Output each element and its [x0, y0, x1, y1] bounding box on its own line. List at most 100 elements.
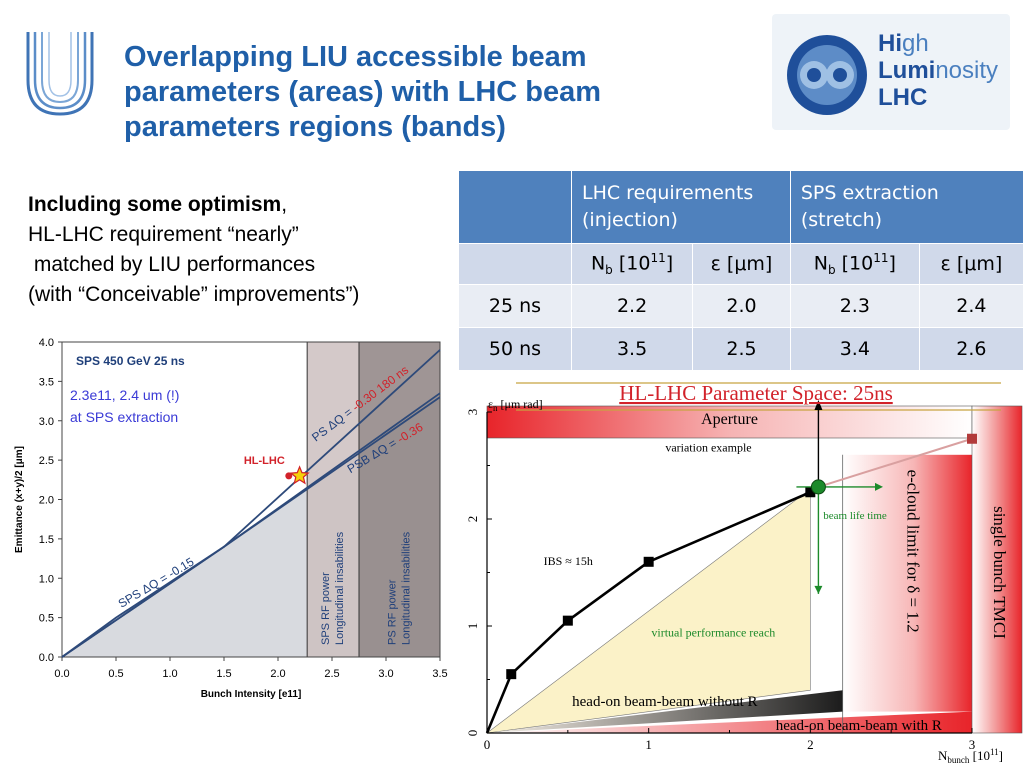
limit-curve [61, 396, 441, 658]
y-tick-label: 1 [465, 623, 480, 630]
ecloud-label: e-cloud limit for δ = 1.2 [903, 470, 922, 633]
x-tick-label: 1 [645, 737, 652, 752]
y-tick-label: 2 [465, 516, 480, 523]
y-tick-label: 1.5 [39, 534, 54, 546]
x-tick-label: 3.5 [432, 668, 447, 680]
chart2-axes: 0 1 2 3 0 1 2 3 [465, 382, 1001, 752]
logo-word-high: High [878, 30, 929, 57]
y-tick-label: 3.5 [39, 376, 54, 388]
university-logo [26, 32, 94, 116]
chart2-x-label: Nbunch [1011] [938, 747, 1003, 765]
hl-lhc-parameter-space-chart: 0 1 2 3 0 1 2 3 HL-LHC Parameter Space: 25ns εn … [465, 381, 1023, 765]
chart2-y-label: εn [μm rad] [488, 397, 543, 413]
table-cell: 2.6 [918, 327, 1024, 371]
bb-without-r-region [487, 690, 843, 733]
chart2-title: HL-LHC Parameter Space: 25ns [619, 381, 893, 405]
y-axis-label: Emittance (x+y)/2 [μm] [14, 446, 25, 553]
intro-text: Including some optimism, HL-LHC requirem… [28, 190, 448, 310]
virtual-reach-region [485, 488, 811, 734]
ibs-label: IBS ≈ 15h [544, 554, 593, 568]
x-tick-label: 0.0 [54, 668, 69, 680]
x-tick-label: 0 [484, 737, 491, 752]
x-tick-label: 3.0 [378, 668, 393, 680]
beam-icon [787, 35, 867, 115]
y-tick-label: 2.0 [39, 495, 54, 507]
band-label: Longitudinal insabilities [334, 531, 346, 645]
parameter-regions [485, 405, 1023, 734]
x-tick-label: 2 [807, 737, 814, 752]
page-title: Overlapping LIU accessible beam paramete… [124, 41, 602, 143]
chart-inner-title: SPS 450 GeV 25 ns [76, 354, 185, 368]
table-row: 25 ns 2.2 2.0 2.3 2.4 [458, 284, 1024, 328]
band-label: PS RF power [387, 579, 399, 645]
bb-without-r-label: head-on beam-beam without R [572, 694, 757, 710]
x-tick-label: 2.0 [270, 668, 285, 680]
x-axis-label: Bunch Intensity [e11] [201, 689, 302, 700]
chart1-axes: 0.0 0.5 1.0 1.5 2.0 2.5 3.0 3.5 4.0 0.0 0.5 1.0 1.5 2… [14, 337, 448, 700]
sps-emittance-chart: 0.0 0.5 1.0 1.5 2.0 2.5 3.0 3.5 4.0 0.0 0.5 1.0 1.5 2… [14, 337, 448, 700]
tmci-label: single bunch TMCI [990, 506, 1009, 639]
x-tick-label: 2.5 [324, 668, 339, 680]
header-sps-extraction: SPS extraction (stretch) [789, 170, 1024, 244]
table-corner [458, 170, 572, 244]
logo-word-lhc: LHC [878, 84, 928, 111]
table-cell: 2.5 [692, 327, 791, 371]
ibs-marker [562, 615, 573, 626]
table-cell: 2.4 [918, 284, 1024, 328]
intro-line3: matched by LIU performances [28, 253, 316, 276]
requirements-table: LHC requirements (injection) SPS extract… [458, 170, 1024, 371]
table-cell: 2.0 [692, 284, 791, 328]
instability-band [306, 341, 360, 658]
x-tick-label: 3 [969, 737, 976, 752]
table-row: 50 ns 3.5 2.5 3.4 2.6 [458, 327, 1024, 371]
extension-line [818, 437, 973, 488]
hl-lhc-label: HL-LHC [244, 455, 285, 467]
table-cell: 2.2 [570, 284, 694, 328]
arrowhead-icon [814, 585, 823, 594]
table-cell: 3.4 [789, 327, 920, 371]
x-tick-label: 1.0 [162, 668, 177, 680]
x-tick-label: 1.5 [216, 668, 231, 680]
bb-with-r-region [487, 711, 972, 733]
y-tick-label: 4.0 [39, 337, 54, 349]
band-label: Longitudinal insabilities [401, 531, 413, 645]
extension-marker [967, 433, 977, 444]
table-cell: 3.5 [570, 327, 694, 371]
y-tick-label: 1.0 [39, 573, 54, 585]
arrowhead-icon [875, 482, 883, 491]
aperture-label: Aperture [701, 411, 758, 428]
row-label: 50 ns [458, 327, 572, 371]
x-tick-label: 0.5 [108, 668, 123, 680]
y-tick-label: 3 [465, 409, 480, 416]
ibs-marker [805, 487, 816, 498]
y-tick-label: 2.5 [39, 455, 54, 467]
sub-header-eps: ε [μm] [692, 243, 791, 285]
header-lhc-requirements: LHC requirements (injection) [571, 170, 791, 244]
virtual-reach-label: virtual performance reach [651, 626, 775, 640]
bb-with-r-label: head-on beam-beam with R [776, 718, 942, 734]
intro-line2: HL-LHC requirement “nearly” [28, 223, 299, 246]
y-tick-label: 0.5 [39, 613, 54, 625]
chart2-curves [485, 400, 977, 734]
sub-header-empty [458, 243, 572, 285]
hl-lhc-point [285, 472, 293, 480]
arrowhead-icon [814, 400, 823, 410]
ibs-marker [643, 556, 654, 567]
lifetime-label: beam life time [823, 510, 887, 522]
instability-band [358, 341, 441, 658]
y-tick-label: 0.0 [39, 652, 54, 664]
sub-header-nb: Nb [1011] [789, 243, 920, 285]
annotation-line2: at SPS extraction [70, 409, 178, 425]
band-label: SPS RF power [320, 572, 332, 645]
annotation-line1: 2.3e11, 2.4 um (!) [70, 387, 179, 403]
sub-header-nb: Nb [1011] [570, 243, 694, 285]
tmci-region [971, 405, 1023, 734]
ecloud-region [842, 454, 972, 712]
intro-line4: (with “Conceivable” improvements”) [28, 283, 360, 306]
y-tick-label: 3.0 [39, 416, 54, 428]
operating-point [810, 479, 826, 495]
variation-label: variation example [665, 441, 751, 455]
hl-lhc-logo: High Luminosity LHC [772, 14, 1010, 130]
sub-header-eps: ε [μm] [918, 243, 1024, 285]
y-tick-label: 0 [465, 730, 480, 737]
